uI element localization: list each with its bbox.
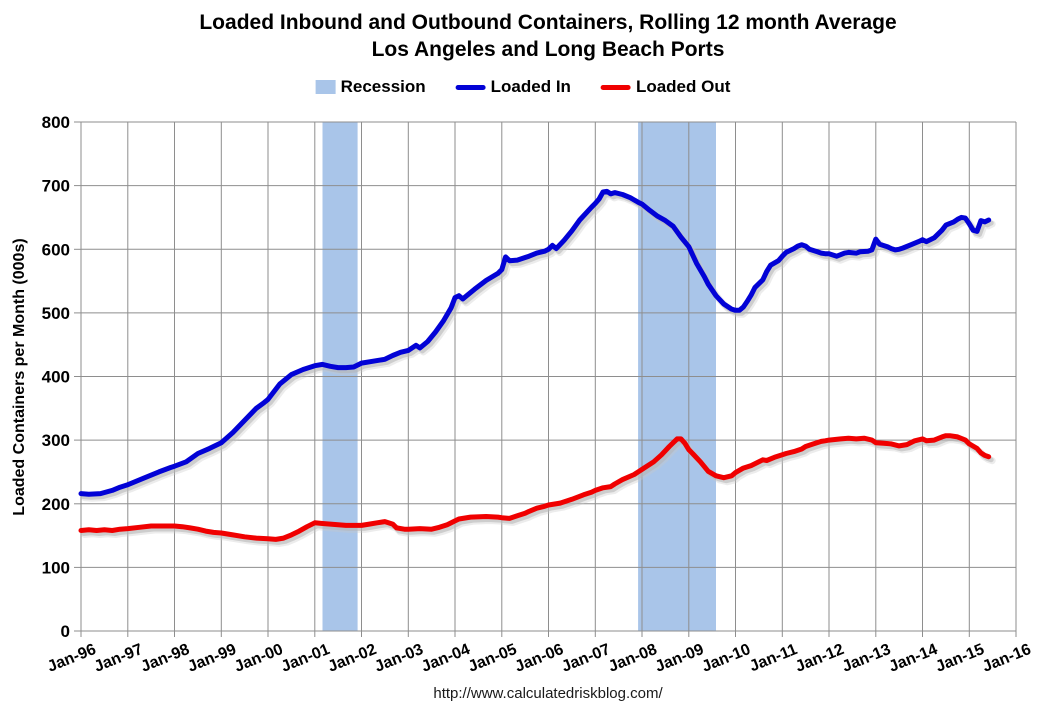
x-tick-label: Jan-09 [653, 641, 706, 676]
y-tick-label: 700 [42, 177, 70, 196]
legend-label-recession: Recession [340, 77, 426, 96]
x-tick-label: Jan-08 [606, 641, 659, 676]
recession-swatch-icon [315, 80, 336, 94]
x-tick-label: Jan-11 [747, 641, 800, 675]
source-url: http://www.calculatedriskblog.com/ [433, 685, 663, 702]
x-tick-label: Jan-07 [559, 641, 612, 676]
x-tick-label: Jan-03 [372, 641, 425, 676]
y-tick-label: 100 [42, 558, 70, 577]
legend-item-recession: Recession [315, 77, 426, 97]
series-loaded-in [78, 188, 996, 502]
y-tick-label: 300 [42, 431, 70, 450]
chart-title-line2: Los Angeles and Long Beach Ports [371, 38, 725, 61]
loaded-out-swatch-icon [600, 84, 631, 90]
y-tick-label: 500 [42, 304, 70, 323]
y-tick-label: 200 [42, 495, 70, 514]
x-tick-label: Jan-05 [466, 641, 519, 676]
legend-item-loaded-out: Loaded Out [600, 77, 731, 97]
x-tick-label: Jan-96 [45, 641, 98, 676]
y-tick-label: 400 [42, 368, 70, 387]
chart-legend: Recession Loaded In Loaded Out [315, 77, 731, 97]
legend-item-loaded-in: Loaded In [455, 77, 571, 97]
chart-title-line1: Loaded Inbound and Outbound Containers, … [199, 11, 897, 34]
series-loaded-out [78, 433, 996, 547]
x-tick-label: Jan-98 [139, 641, 192, 676]
x-axis-labels: Jan-96Jan-97Jan-98Jan-99Jan-00Jan-01Jan-… [45, 641, 1033, 676]
chart-title: Loaded Inbound and Outbound Containers, … [48, 9, 1040, 63]
x-tick-label: Jan-06 [513, 641, 566, 676]
x-tick-label: Jan-02 [326, 641, 379, 676]
legend-label-loaded-in: Loaded In [490, 77, 571, 96]
y-tick-label: 600 [42, 240, 70, 259]
x-tick-label: Jan-13 [840, 641, 893, 676]
x-tick-label: Jan-00 [232, 641, 285, 676]
y-tick-label: 800 [42, 113, 70, 132]
x-tick-label: Jan-99 [185, 641, 238, 676]
x-tick-label: Jan-10 [700, 641, 753, 676]
x-tick-label: Jan-97 [92, 641, 145, 676]
gridlines [74, 121, 1017, 637]
x-tick-label: Jan-16 [980, 641, 1033, 676]
y-axis-title: Loaded Containers per Month (000s) [11, 238, 28, 515]
x-tick-label: Jan-14 [887, 641, 940, 676]
y-axis-labels: 0 100 200 300 400 500 600 700 800 [42, 113, 70, 641]
x-tick-label: Jan-01 [279, 641, 332, 676]
x-tick-label: Jan-12 [793, 641, 846, 676]
x-tick-label: Jan-04 [419, 641, 472, 676]
legend-label-loaded-out: Loaded Out [635, 77, 731, 96]
x-tick-label: Jan-15 [933, 641, 986, 676]
loaded-in-swatch-icon [455, 84, 486, 90]
y-tick-label: 0 [61, 622, 70, 641]
